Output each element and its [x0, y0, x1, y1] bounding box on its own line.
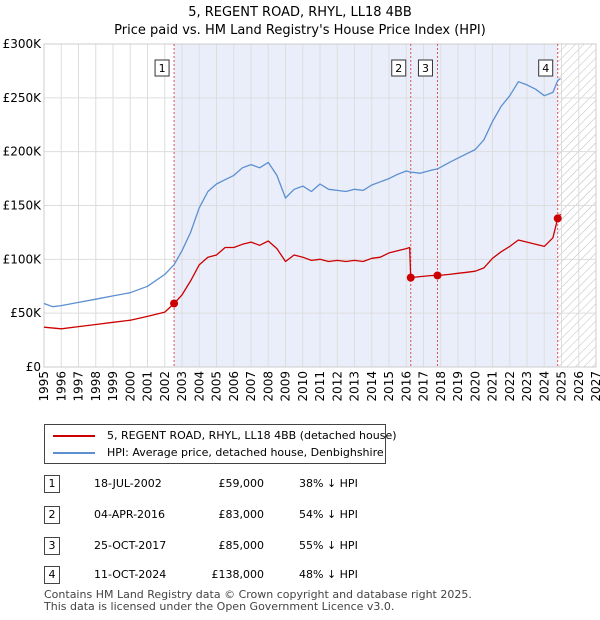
- x-tick-label: 1995: [37, 371, 51, 402]
- x-tick-label: 1998: [89, 371, 103, 402]
- x-tick-label: 2006: [227, 371, 241, 402]
- x-tick-label: 2026: [572, 371, 586, 402]
- x-tick-label: 2024: [537, 371, 551, 402]
- sale-2-label-text: 2: [395, 62, 402, 75]
- sale-3-label-box: [417, 59, 433, 77]
- x-tick-label: 1996: [54, 371, 68, 402]
- x-tick-label: 2021: [486, 371, 500, 402]
- sale-1-label-box: [154, 59, 170, 77]
- x-tick-label: 2014: [365, 371, 379, 402]
- x-tick-label: 2011: [313, 371, 327, 402]
- sale-marker-box: 2: [44, 506, 60, 524]
- x-tick-label: 2000: [123, 371, 137, 402]
- title-line-1: 5, REGENT ROAD, RHYL, LL18 4BB: [188, 5, 412, 20]
- y-tick-label: £100K: [3, 252, 43, 266]
- x-tick-label: 2020: [468, 371, 482, 402]
- y-tick-label: £150K: [3, 199, 43, 213]
- x-tick-label: 1997: [72, 371, 86, 402]
- hpi-line: [43, 77, 561, 308]
- sale-price: £138,000: [211, 568, 265, 581]
- sale-3-label-text: 3: [422, 62, 429, 75]
- sale-4-label-text: 4: [542, 62, 549, 75]
- sale-marker-box: 4: [44, 566, 60, 584]
- x-tick-label: 2017: [417, 371, 431, 402]
- x-tick-label: 2005: [210, 371, 224, 402]
- sale-date: 25-OCT-2017: [94, 539, 167, 552]
- y-tick-label: £300K: [3, 37, 43, 51]
- x-tick-label: 2023: [520, 371, 534, 402]
- sale-hpi-diff: 54% ↓ HPI: [299, 508, 358, 521]
- sale-4-point: [553, 214, 562, 223]
- x-tick-label: 2015: [382, 371, 396, 402]
- sale-marker-box: 1: [44, 475, 60, 493]
- y-tick-label: £0: [26, 360, 41, 374]
- x-tick-label: 2002: [158, 371, 172, 402]
- title-line-2: Price paid vs. HM Land Registry's House …: [114, 23, 486, 38]
- x-tick-label: 2009: [279, 371, 293, 402]
- x-tick-label: 2019: [451, 371, 465, 402]
- x-tick-label: 2027: [589, 371, 600, 402]
- footer-line-2: This data is licensed under the Open Gov…: [44, 600, 395, 613]
- sale-date: 04-APR-2016: [94, 508, 166, 521]
- x-tick-label: 2012: [330, 371, 344, 402]
- y-tick-label: £250K: [3, 91, 43, 105]
- x-tick-label: 2016: [399, 371, 413, 402]
- plot-border: [43, 43, 597, 368]
- x-tick-label: 2004: [192, 371, 206, 402]
- sale-hpi-diff: 48% ↓ HPI: [299, 568, 358, 581]
- x-tick-label: 2013: [348, 371, 362, 402]
- legend-property-line: [53, 435, 95, 437]
- x-tick-label: 2018: [434, 371, 448, 402]
- sale-hpi-diff: 55% ↓ HPI: [299, 539, 358, 552]
- x-tick-label: 2022: [503, 371, 517, 402]
- y-tick-label: £50K: [10, 306, 42, 320]
- sale-1-label-text: 1: [159, 62, 166, 75]
- chart-title: 5, REGENT ROAD, RHYL, LL18 4BB Price pai…: [0, 4, 600, 40]
- x-tick-label: 1999: [106, 371, 120, 402]
- x-tick-label: 2007: [244, 371, 258, 402]
- sale-1-point: [170, 299, 179, 308]
- sale-4-label-box: [538, 59, 554, 77]
- sale-price: £83,000: [218, 508, 265, 521]
- legend-hpi-line: [53, 452, 95, 454]
- x-tick-label: 2010: [296, 371, 310, 402]
- property-price-line: [43, 213, 562, 330]
- x-tick-label: 2001: [141, 371, 155, 402]
- chart-legend: 5, REGENT ROAD, RHYL, LL18 4BB (detached…: [44, 424, 397, 464]
- footer-attribution: Contains HM Land Registry data © Crown c…: [44, 589, 472, 613]
- x-tick-label: 2025: [555, 371, 569, 402]
- footer-line-1: Contains HM Land Registry data © Crown c…: [44, 588, 472, 601]
- sale-2-label-box: [391, 59, 407, 77]
- sale-date: 11-OCT-2024: [94, 568, 167, 581]
- sale-2-point: [406, 273, 415, 282]
- legend-hpi-label: HPI: Average price, detached house, Denb…: [107, 446, 384, 459]
- sale-hpi-diff: 38% ↓ HPI: [299, 477, 358, 490]
- sale-price: £59,000: [218, 477, 265, 490]
- sale-marker-box: 3: [44, 537, 60, 555]
- x-tick-label: 2008: [261, 371, 275, 402]
- sale-date: 18-JUL-2002: [94, 477, 162, 490]
- y-tick-label: £200K: [3, 145, 43, 159]
- x-tick-label: 2003: [175, 371, 189, 402]
- legend-property-label: 5, REGENT ROAD, RHYL, LL18 4BB (detached…: [107, 429, 397, 442]
- sale-3-point: [433, 271, 442, 280]
- sale-price: £85,000: [218, 539, 265, 552]
